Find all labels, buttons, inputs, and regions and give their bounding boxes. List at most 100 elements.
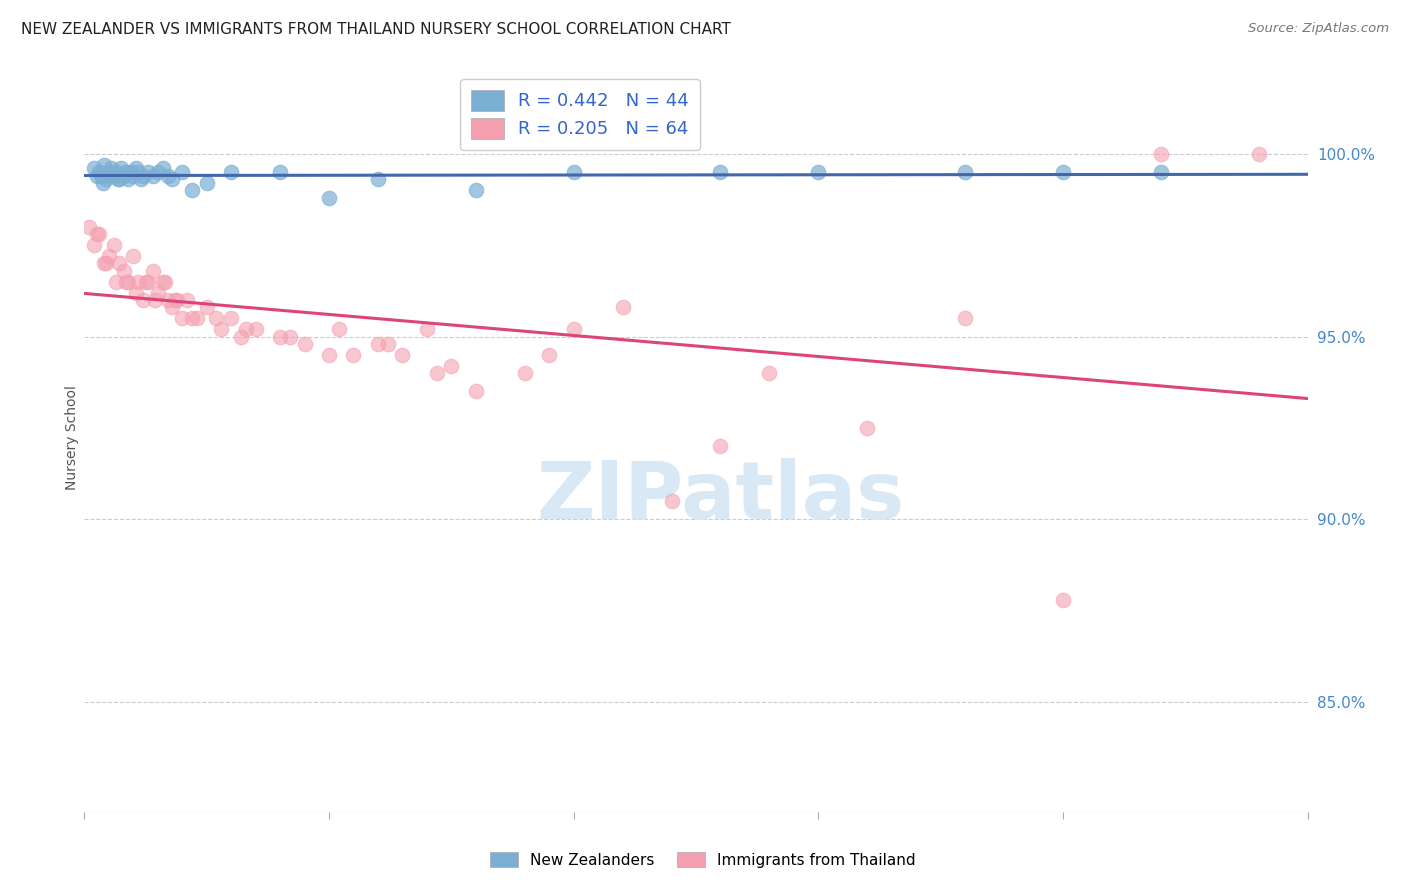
Point (83, 161, 105, 176)
Point (440, 359, 463, 373)
Point (112, 169, 135, 183)
Point (464, 183, 486, 197)
Point (125, 161, 148, 176)
Point (110, 161, 132, 176)
Point (152, 161, 174, 176)
Point (205, 311, 228, 326)
Point (90, 169, 112, 183)
Legend: R = 0.442   N = 44, R = 0.205   N = 64: R = 0.442 N = 44, R = 0.205 N = 64 (460, 79, 700, 150)
Point (117, 172, 139, 186)
Text: Source: ZipAtlas.com: Source: ZipAtlas.com (1249, 22, 1389, 36)
Point (1052, 165, 1074, 179)
Point (125, 285, 148, 300)
Point (107, 256, 129, 270)
Point (103, 238, 125, 252)
Point (1150, 165, 1173, 179)
Point (219, 311, 242, 326)
Point (122, 249, 145, 263)
Point (107, 172, 129, 186)
Point (143, 293, 166, 307)
Point (235, 322, 257, 336)
Point (269, 329, 291, 343)
Point (115, 165, 138, 179)
Point (328, 322, 350, 336)
Point (426, 366, 449, 380)
Point (96, 256, 118, 270)
Point (367, 337, 389, 351)
Point (195, 301, 218, 315)
Point (142, 264, 165, 278)
Point (464, 384, 486, 399)
Point (538, 348, 561, 362)
Point (83, 238, 105, 252)
Point (278, 329, 301, 343)
Point (105, 275, 128, 289)
Point (129, 172, 152, 186)
Text: ZIPatlas: ZIPatlas (536, 458, 904, 536)
Point (294, 337, 316, 351)
Point (96, 172, 118, 186)
Point (153, 275, 176, 289)
Point (269, 165, 291, 179)
Point (245, 322, 267, 336)
Point (318, 348, 340, 362)
Point (91, 176, 114, 190)
Point (172, 311, 194, 326)
Point (132, 293, 155, 307)
Point (758, 366, 780, 380)
Point (87, 227, 110, 242)
Point (162, 301, 184, 315)
Point (709, 165, 731, 179)
Point (115, 275, 138, 289)
Point (612, 301, 634, 315)
Point (209, 322, 232, 336)
Point (86, 227, 108, 242)
Point (162, 172, 184, 186)
Point (807, 165, 830, 179)
Point (132, 169, 155, 183)
Point (135, 275, 157, 289)
Point (100, 161, 122, 176)
Point (127, 275, 149, 289)
Point (136, 275, 159, 289)
Point (93, 158, 115, 172)
Point (377, 337, 399, 351)
Point (229, 329, 252, 343)
Point (1247, 146, 1270, 161)
Point (112, 264, 135, 278)
Point (156, 169, 179, 183)
Point (122, 169, 145, 183)
Point (318, 191, 340, 205)
Point (172, 165, 194, 179)
Point (98, 169, 121, 183)
Point (127, 165, 149, 179)
Point (195, 176, 218, 190)
Point (142, 169, 165, 183)
Point (146, 285, 169, 300)
Point (87, 165, 110, 179)
Point (166, 293, 188, 307)
Text: NEW ZEALANDER VS IMMIGRANTS FROM THAILAND NURSERY SCHOOL CORRELATION CHART: NEW ZEALANDER VS IMMIGRANTS FROM THAILAN… (21, 22, 731, 37)
Point (367, 172, 389, 186)
Point (219, 165, 242, 179)
Point (181, 183, 204, 197)
Point (856, 421, 879, 435)
Point (156, 293, 179, 307)
Point (120, 165, 142, 179)
Point (953, 165, 976, 179)
Legend: New Zealanders, Immigrants from Thailand: New Zealanders, Immigrants from Thailand (484, 846, 922, 873)
Point (709, 439, 731, 453)
Y-axis label: Nursery School: Nursery School (65, 384, 79, 490)
Point (107, 172, 129, 186)
Point (953, 311, 976, 326)
Point (146, 165, 169, 179)
Point (136, 165, 159, 179)
Point (97, 249, 120, 263)
Point (103, 169, 125, 183)
Point (562, 322, 585, 336)
Point (1150, 146, 1173, 161)
Point (391, 348, 413, 362)
Point (152, 275, 174, 289)
Point (77, 219, 100, 234)
Point (513, 366, 536, 380)
